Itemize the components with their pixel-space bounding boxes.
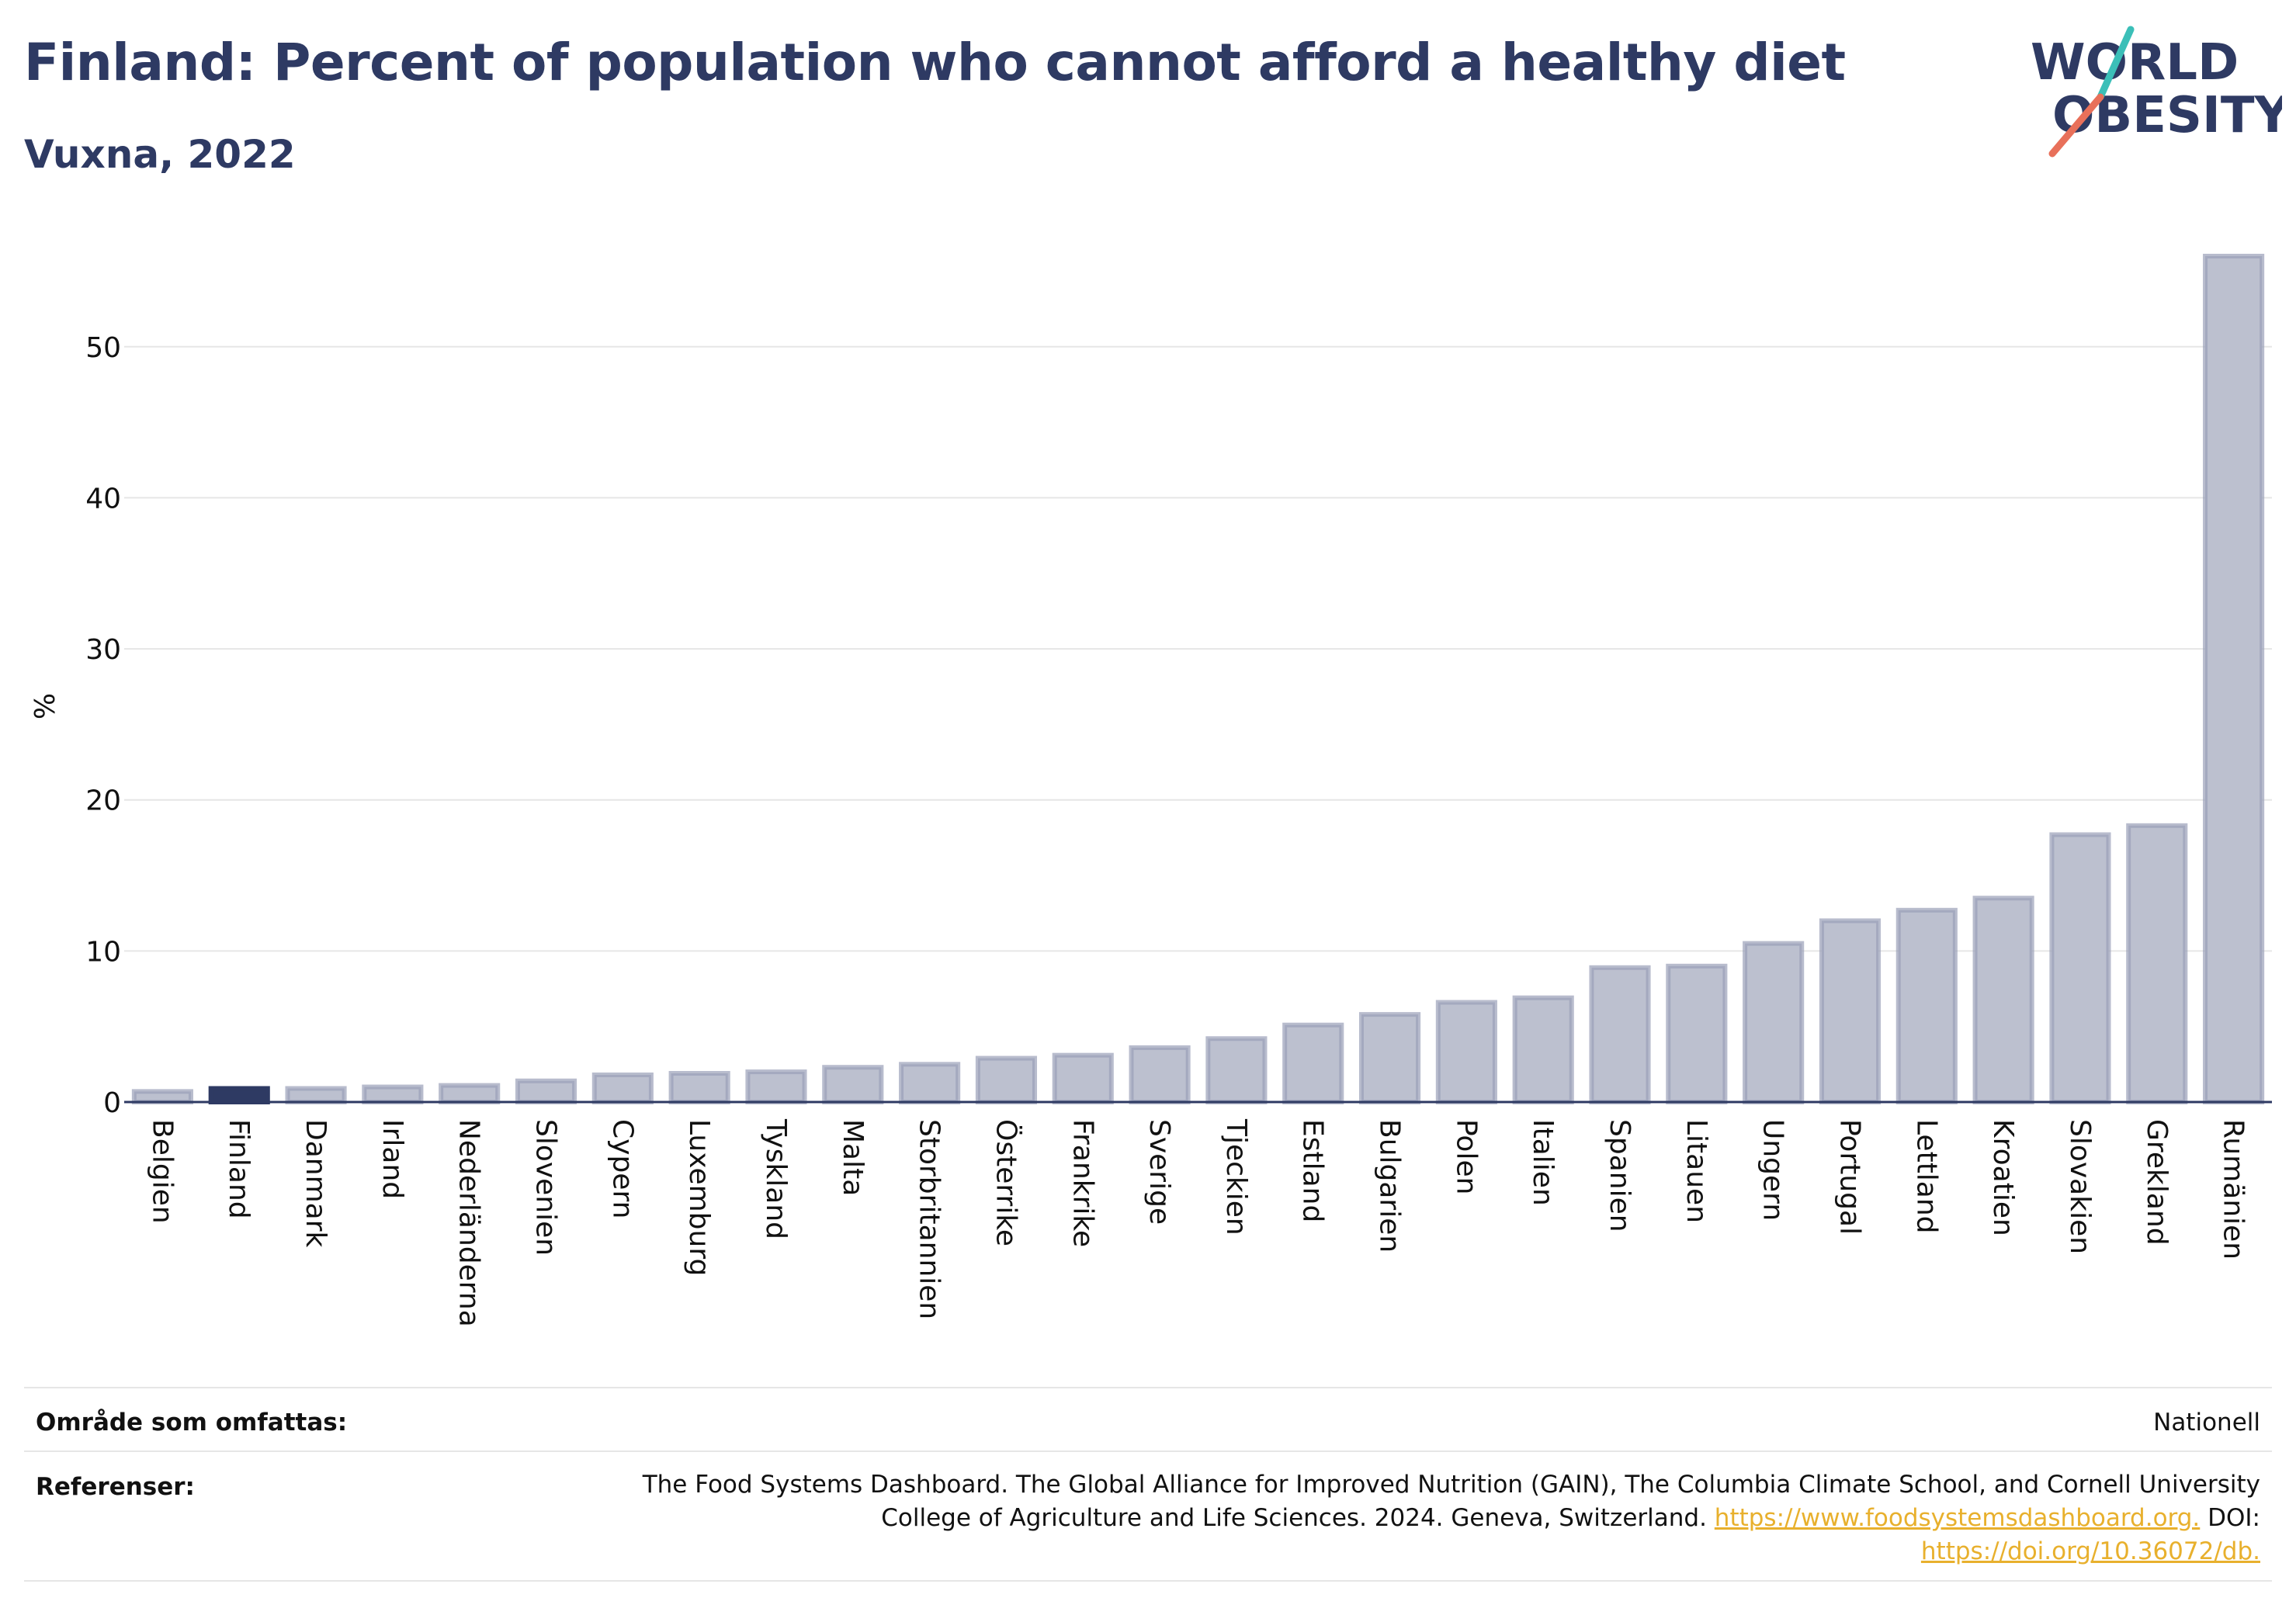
reference-link-dashboard[interactable]: https://www.foodsystemsdashboard.org. — [1714, 1504, 2201, 1532]
bar-rumänien — [2203, 254, 2265, 1104]
footer-divider-top — [24, 1387, 2272, 1388]
coverage-label: Område som omfattas: — [36, 1409, 348, 1437]
bar-belgien — [131, 1089, 193, 1104]
y-axis-label: % — [29, 693, 61, 719]
bar-irland — [362, 1084, 424, 1105]
bar-slovakien — [2049, 832, 2111, 1105]
x-tick-label: Rumänien — [2218, 1119, 2249, 1260]
reference-link-doi[interactable]: https://doi.org/10.36072/db. — [1920, 1537, 2260, 1565]
y-tick-label: 0 — [103, 1087, 121, 1119]
bar-danmark — [285, 1086, 347, 1105]
x-tick-label: Malta — [837, 1119, 869, 1196]
y-tick-label: 10 — [85, 936, 121, 968]
x-tick-label: Spanien — [1604, 1119, 1635, 1232]
x-tick-label: Sverige — [1143, 1119, 1175, 1225]
bar-tjeckien — [1205, 1036, 1268, 1104]
bar-litauen — [1666, 963, 1728, 1104]
bar-estland — [1282, 1022, 1344, 1105]
y-tick-label: 50 — [85, 332, 121, 364]
x-tick-label: Lettland — [1910, 1119, 1942, 1234]
bar-sverige — [1129, 1045, 1191, 1105]
world-obesity-logo: WORLD OBESITY — [2031, 26, 2282, 158]
chart-subtitle: Vuxna, 2022 — [24, 132, 296, 177]
x-tick-label: Nederländerna — [453, 1119, 485, 1327]
bar-bulgarien — [1358, 1012, 1421, 1105]
x-tick-label: Österrike — [990, 1119, 1022, 1246]
bar-chart: 0 10 20 30 40 50% Belgien Finland Danmark Irland N… — [29, 254, 2272, 1327]
bar-kroatien — [1972, 896, 2034, 1105]
x-tick-label: Bulgarien — [1374, 1119, 1406, 1253]
bar-italien — [1512, 995, 1574, 1104]
logo-word-obesity: OBESITY — [2052, 87, 2282, 144]
bar-luxemburg — [668, 1071, 730, 1104]
x-tick-label: Italien — [1527, 1119, 1559, 1206]
bar-tyskland — [745, 1069, 807, 1104]
references-text: The Food Systems Dashboard. The Global A… — [568, 1468, 2260, 1568]
x-tick-label: Polen — [1450, 1119, 1482, 1194]
bar-cypern — [591, 1072, 654, 1104]
x-tick-label: Belgien — [146, 1119, 178, 1224]
bar-grekland — [2126, 823, 2188, 1105]
y-tick-label: 20 — [85, 785, 121, 817]
x-tick-label: Slovakien — [2064, 1119, 2096, 1254]
x-tick-label: Luxemburg — [683, 1119, 715, 1276]
references-doi-label: DOI: — [2208, 1504, 2260, 1532]
bar-portugal — [1819, 918, 1882, 1105]
x-tick-label: Danmark — [300, 1119, 331, 1248]
x-tick-label: Portugal — [1833, 1119, 1865, 1235]
bar-polen — [1435, 1000, 1497, 1105]
logo-slash-coral — [2048, 93, 2104, 158]
x-tick-label: Cypern — [606, 1119, 638, 1218]
x-tick-label: Finland — [223, 1119, 255, 1219]
x-tick-label: Storbritannien — [914, 1119, 945, 1319]
logo-slash-teal — [2097, 26, 2135, 101]
logo-word-world: WORLD — [2031, 34, 2239, 92]
x-tick-label: Kroatien — [1987, 1119, 2019, 1236]
bar-frankrike — [1052, 1052, 1114, 1105]
bar-ungern — [1743, 941, 1805, 1104]
footer-divider-bottom — [24, 1580, 2272, 1582]
x-tick-label: Tjeckien — [1220, 1118, 1252, 1236]
bar-lettland — [1895, 907, 1958, 1105]
x-tick-label: Estland — [1297, 1119, 1329, 1222]
bar-spanien — [1589, 965, 1651, 1104]
bar-storbritannien — [899, 1062, 961, 1104]
coverage-value: Nationell — [2153, 1409, 2260, 1437]
footer-divider-middle — [24, 1450, 2272, 1452]
x-tick-label: Tyskland — [760, 1118, 792, 1239]
bar-nederländerna — [439, 1083, 501, 1104]
x-tick-label: Slovenien — [530, 1119, 562, 1256]
chart-title: Finland: Percent of population who canno… — [24, 33, 1846, 92]
bar-malta — [822, 1065, 884, 1105]
x-tick-label: Irland — [376, 1119, 408, 1199]
bar-slovenien — [515, 1078, 577, 1104]
references-label: Referenser: — [36, 1473, 195, 1501]
bar-finland — [208, 1086, 270, 1105]
references-body: The Food Systems Dashboard. The Global A… — [642, 1471, 2260, 1532]
x-tick-label: Frankrike — [1066, 1119, 1098, 1247]
y-tick-label: 40 — [85, 483, 121, 515]
x-tick-label: Ungern — [1757, 1119, 1789, 1221]
x-tick-label: Litauen — [1680, 1119, 1712, 1223]
bar-österrike — [975, 1055, 1038, 1105]
x-tick-label: Grekland — [2141, 1119, 2173, 1246]
y-tick-label: 30 — [85, 634, 121, 666]
